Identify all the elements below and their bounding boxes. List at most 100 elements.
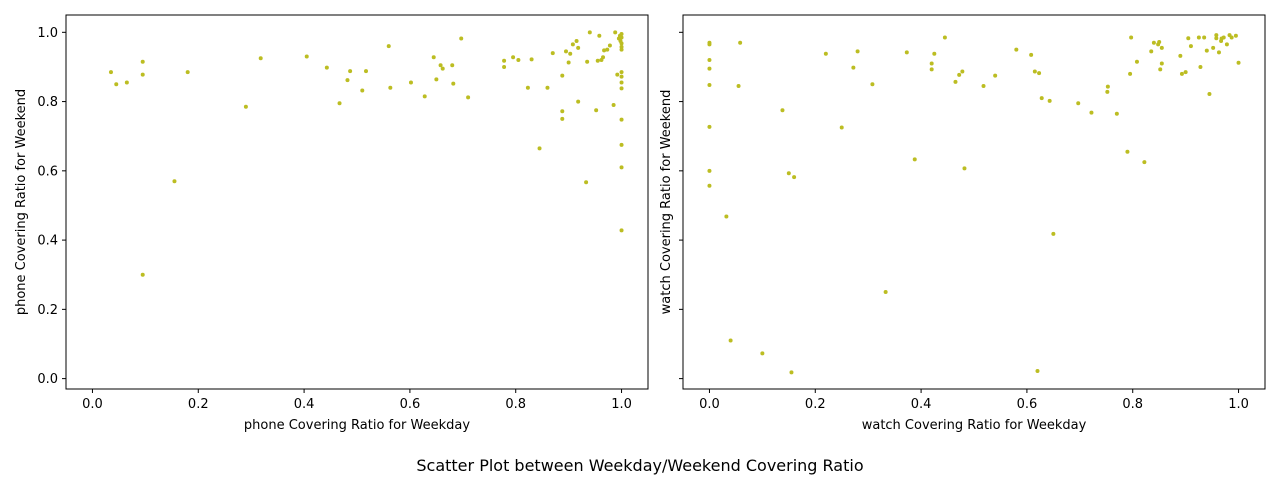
watch-x-axis-label: watch Covering Ratio for Weekday [862, 418, 1087, 433]
phone-point [537, 146, 542, 151]
watch-ticks: 0.0 0.2 0.4 0.6 0.8 1.0 [679, 31, 1249, 412]
phone-point [124, 80, 129, 85]
phone-point [459, 36, 464, 41]
phone-point [545, 85, 550, 90]
phone-point [451, 81, 456, 86]
phone-point [502, 58, 507, 63]
phone-point [560, 73, 565, 78]
watch-point [786, 171, 791, 176]
watch-point [707, 82, 712, 87]
phone-point [511, 55, 516, 60]
phone-point [601, 55, 606, 60]
watch-point [904, 50, 909, 55]
watch-point [1157, 40, 1162, 45]
phone-point [587, 30, 592, 35]
watch-point [993, 73, 998, 78]
phone-point [619, 165, 624, 170]
watch-point [1196, 35, 1201, 40]
panel-phone: 0.0 0.2 0.4 0.6 0.8 1.0 0.0 0.2 0.4 0.6 0.8 1.0 pho… [14, 14, 649, 433]
phone-y-tick-label: 0.2 [37, 303, 58, 318]
watch-point [839, 125, 844, 130]
phone-point [619, 35, 624, 40]
phone-point [516, 58, 521, 63]
phone-point [619, 74, 624, 79]
watch-point [738, 40, 743, 45]
phone-point [345, 78, 350, 83]
phone-point [438, 63, 443, 68]
watch-point [1128, 71, 1133, 76]
watch-x-tick-label: 1.0 [1228, 397, 1249, 412]
phone-x-tick-label: 0.0 [82, 397, 103, 412]
watch-point [1186, 36, 1191, 41]
watch-point [1014, 47, 1019, 52]
watch-point [953, 79, 958, 84]
watch-point [1221, 35, 1226, 40]
phone-point [108, 70, 113, 75]
watch-x-tick-label: 0.0 [699, 397, 720, 412]
phone-point [619, 117, 624, 122]
watch-point [707, 58, 712, 63]
phone-y-axis-label: phone Covering Ratio for Weekend [14, 89, 29, 315]
phone-point [585, 59, 590, 64]
phone-point [388, 85, 393, 90]
watch-point [1204, 48, 1209, 53]
phone-point [613, 30, 618, 35]
phone-point [363, 69, 368, 74]
watch-point [707, 168, 712, 173]
watch-point [957, 72, 962, 77]
watch-point [1159, 45, 1164, 50]
phone-point [560, 109, 565, 114]
phone-point [605, 47, 610, 52]
phone-x-tick-label: 0.6 [400, 397, 421, 412]
phone-x-tick-label: 0.2 [188, 397, 209, 412]
watch-point [1029, 52, 1034, 57]
watch-y-axis-label: watch Covering Ratio for Weekend [659, 90, 674, 315]
watch-point [855, 49, 860, 54]
phone-point [360, 88, 365, 93]
phone-point [619, 41, 624, 46]
phone-point [431, 55, 436, 60]
phone-x-tick-label: 0.4 [294, 397, 315, 412]
phone-point [560, 116, 565, 121]
phone-point [602, 48, 607, 53]
phone-point [576, 99, 581, 104]
phone-point [619, 142, 624, 147]
watch-point [1202, 35, 1207, 40]
watch-points [707, 33, 1241, 375]
watch-point [1114, 111, 1119, 116]
watch-point [942, 35, 947, 40]
phone-point [324, 65, 329, 70]
watch-point [1158, 67, 1163, 72]
phone-point [563, 49, 568, 54]
watch-point [1039, 96, 1044, 101]
phone-point [574, 38, 579, 43]
phone-point [550, 51, 555, 56]
phone-point [576, 45, 581, 50]
watch-point [728, 338, 733, 343]
phone-point [185, 70, 190, 75]
watch-x-tick-label: 0.8 [1122, 397, 1143, 412]
watch-point [823, 51, 828, 56]
watch-point [1047, 98, 1052, 103]
watch-point [1214, 33, 1219, 38]
phone-point [594, 108, 599, 113]
phone-point [615, 72, 620, 77]
watch-point [707, 183, 712, 188]
watch-point [1179, 71, 1184, 76]
phone-point [243, 104, 248, 109]
phone-point [466, 95, 471, 100]
watch-point [1051, 231, 1056, 236]
phone-point [619, 80, 624, 85]
phone-point [566, 60, 571, 65]
phone-point [611, 103, 616, 108]
phone-y-tick-label: 0.6 [37, 164, 58, 179]
watch-point [1211, 45, 1216, 50]
watch-point [792, 175, 797, 180]
phone-x-tick-label: 0.8 [505, 397, 526, 412]
watch-point [1105, 89, 1110, 94]
watch-point [1105, 84, 1110, 89]
phone-point [597, 33, 602, 38]
phone-x-axis-label: phone Covering Ratio for Weekday [244, 418, 470, 433]
phone-point [584, 180, 589, 185]
phone-y-tick-label: 0.4 [37, 234, 58, 249]
